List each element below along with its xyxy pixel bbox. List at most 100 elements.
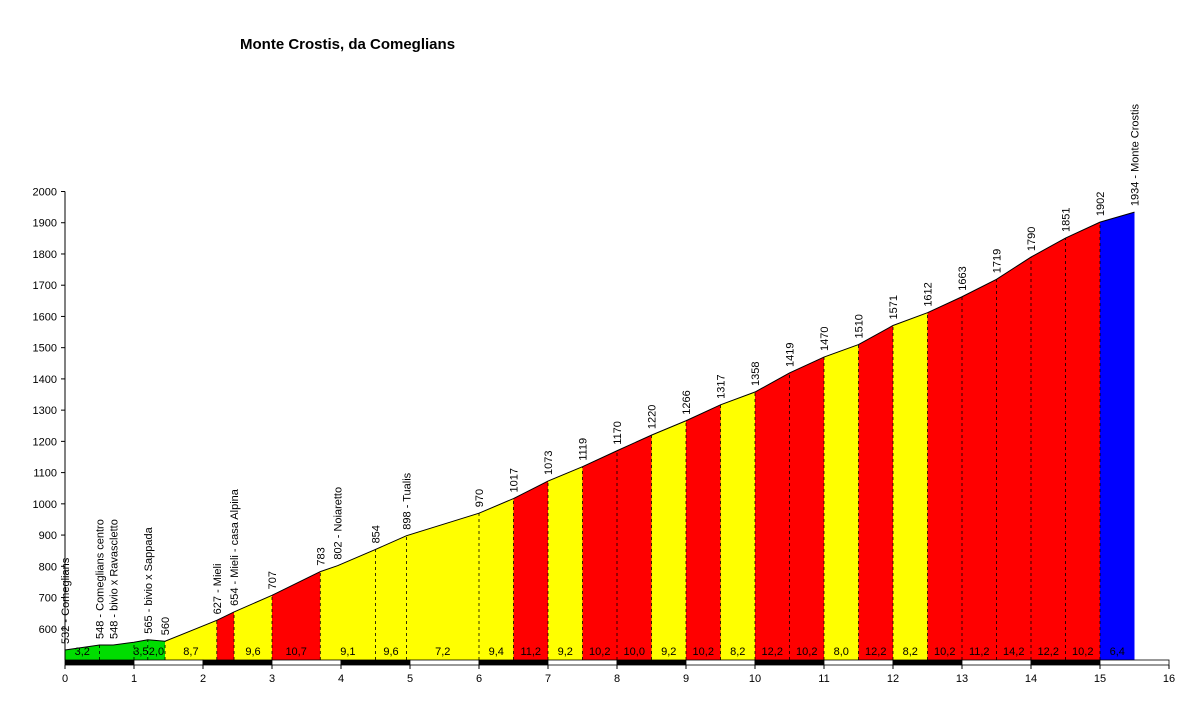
y-tick-label: 1100 xyxy=(33,468,57,480)
point-label: 1358 xyxy=(750,362,762,386)
segment-dividers xyxy=(99,222,1101,660)
point-label: 1612 xyxy=(923,282,935,306)
x-tick-label: 5 xyxy=(407,673,413,685)
point-labels: 532 - Comeglians 548 - Comeglians centro 5… xyxy=(60,104,1142,644)
segment-fill-28 xyxy=(1065,222,1100,660)
x-tick-label: 3 xyxy=(269,673,275,685)
y-tick-label: 800 xyxy=(39,561,57,573)
y-tick-label: 2000 xyxy=(33,187,57,199)
segment-fill-21 xyxy=(824,344,859,660)
segment-fill-24 xyxy=(927,296,962,660)
y-tick-label: 1000 xyxy=(33,499,57,511)
x-tick-label: 16 xyxy=(1163,673,1175,685)
segment-fill-23 xyxy=(893,312,928,660)
segment-fill-7 xyxy=(272,571,321,660)
segment-fill-17 xyxy=(686,404,721,660)
point-label: 548 - Comeglians centro xyxy=(95,519,107,639)
grade-label: 12,2 xyxy=(1038,646,1059,658)
grade-label: 11,2 xyxy=(969,646,990,658)
segment-fill-14 xyxy=(582,450,617,660)
segment-fill-3 xyxy=(147,639,166,660)
segment-fill-10 xyxy=(406,513,479,660)
grade-label: 14,2 xyxy=(1003,646,1024,658)
distance-bar-block xyxy=(616,659,687,666)
point-label: 1571 xyxy=(888,295,900,319)
grade-label: 9,6 xyxy=(245,646,260,658)
distance-bar-block xyxy=(1099,659,1170,666)
point-label: 1220 xyxy=(647,405,659,429)
segment-fill-1 xyxy=(99,642,134,660)
segment-fill-22 xyxy=(858,325,893,660)
point-label: 854 xyxy=(371,525,383,543)
point-label: 532 - Comeglians xyxy=(60,557,72,644)
grade-label: 9,6 xyxy=(383,646,398,658)
point-label: 1851 xyxy=(1061,208,1073,232)
distance-bar-block xyxy=(133,659,204,666)
point-label: 560 xyxy=(160,617,172,635)
x-tick-label: 11 xyxy=(818,673,829,685)
x-tick-label: 8 xyxy=(614,673,620,685)
distance-bar-block xyxy=(64,659,135,666)
segment-fill-9 xyxy=(375,535,407,660)
point-label: 898 - Tualis xyxy=(402,472,414,529)
segment-fill-18 xyxy=(720,392,755,660)
profile-line-group xyxy=(64,211,1135,651)
grade-label: 10,2 xyxy=(693,646,714,658)
distance-bar-block xyxy=(685,659,756,666)
axes: 6007008009001000110012001300140015001600… xyxy=(33,187,1176,686)
grade-label: 2,0 xyxy=(149,646,164,658)
grade-label: 10,2 xyxy=(589,646,610,658)
segment-fills xyxy=(65,212,1135,661)
segment-fill-29 xyxy=(1100,212,1135,660)
y-tick-label: 1800 xyxy=(33,249,57,261)
grade-label: 10,7 xyxy=(285,646,306,658)
grade-labels: 3,2 3,5 2,0 8,7 9,6 10,7 9,1 9,6 7,2 9,4 11,2 9,2 10… xyxy=(75,646,1125,658)
point-label: 1170 xyxy=(612,421,624,445)
segment-fill-19 xyxy=(755,372,790,660)
distance-bar-block xyxy=(409,659,480,666)
x-tick-label: 13 xyxy=(956,673,968,685)
point-label: 565 - bivio x Sappada xyxy=(143,526,155,633)
x-tick-label: 4 xyxy=(338,673,344,685)
x-tick-label: 0 xyxy=(62,673,68,685)
segment-fill-16 xyxy=(651,420,686,660)
distance-bar-block xyxy=(271,659,342,666)
segment-fill-26 xyxy=(996,257,1031,660)
grade-label: 8,7 xyxy=(183,646,198,658)
segment-fill-2 xyxy=(134,639,148,660)
point-label: 1419 xyxy=(785,342,797,366)
distance-bar-block xyxy=(892,659,963,666)
grade-label: 10,2 xyxy=(934,646,955,658)
grade-label: 9,4 xyxy=(489,646,504,658)
point-label: 1119 xyxy=(578,438,590,461)
point-label: 1017 xyxy=(509,468,521,492)
y-tick-label: 1700 xyxy=(33,280,57,292)
grade-label: 7,2 xyxy=(435,646,450,658)
x-tick-label: 2 xyxy=(200,673,206,685)
y-tick-label: 1500 xyxy=(33,343,57,355)
distance-bar-block xyxy=(961,659,1032,666)
distance-bar-block xyxy=(823,659,894,666)
point-label: 1719 xyxy=(992,249,1004,273)
y-tick-label: 1200 xyxy=(33,436,57,448)
x-tick-label: 15 xyxy=(1094,673,1106,685)
point-label: 1902 xyxy=(1095,192,1107,216)
point-label: 1934 - Monte Crostis xyxy=(1130,104,1142,207)
x-tick-label: 10 xyxy=(749,673,761,685)
y-tick-label: 1600 xyxy=(33,311,57,323)
distance-bar-block xyxy=(1030,659,1101,666)
distance-bar-block xyxy=(547,659,618,666)
grade-label: 12,2 xyxy=(865,646,886,658)
distance-bar-block xyxy=(340,659,411,666)
point-label: 1470 xyxy=(819,327,831,351)
x-tick-label: 12 xyxy=(887,673,899,685)
grade-label: 8,0 xyxy=(834,646,849,658)
segment-fill-27 xyxy=(1031,238,1066,661)
segment-fill-8 xyxy=(320,549,376,660)
grade-label: 10,2 xyxy=(796,646,817,658)
grade-label: 12,2 xyxy=(762,646,783,658)
chart-title: Monte Crostis, da Comeglians xyxy=(240,36,456,53)
y-tick-label: 900 xyxy=(39,530,57,542)
y-tick-label: 600 xyxy=(39,624,57,636)
point-label: 1317 xyxy=(716,374,728,398)
